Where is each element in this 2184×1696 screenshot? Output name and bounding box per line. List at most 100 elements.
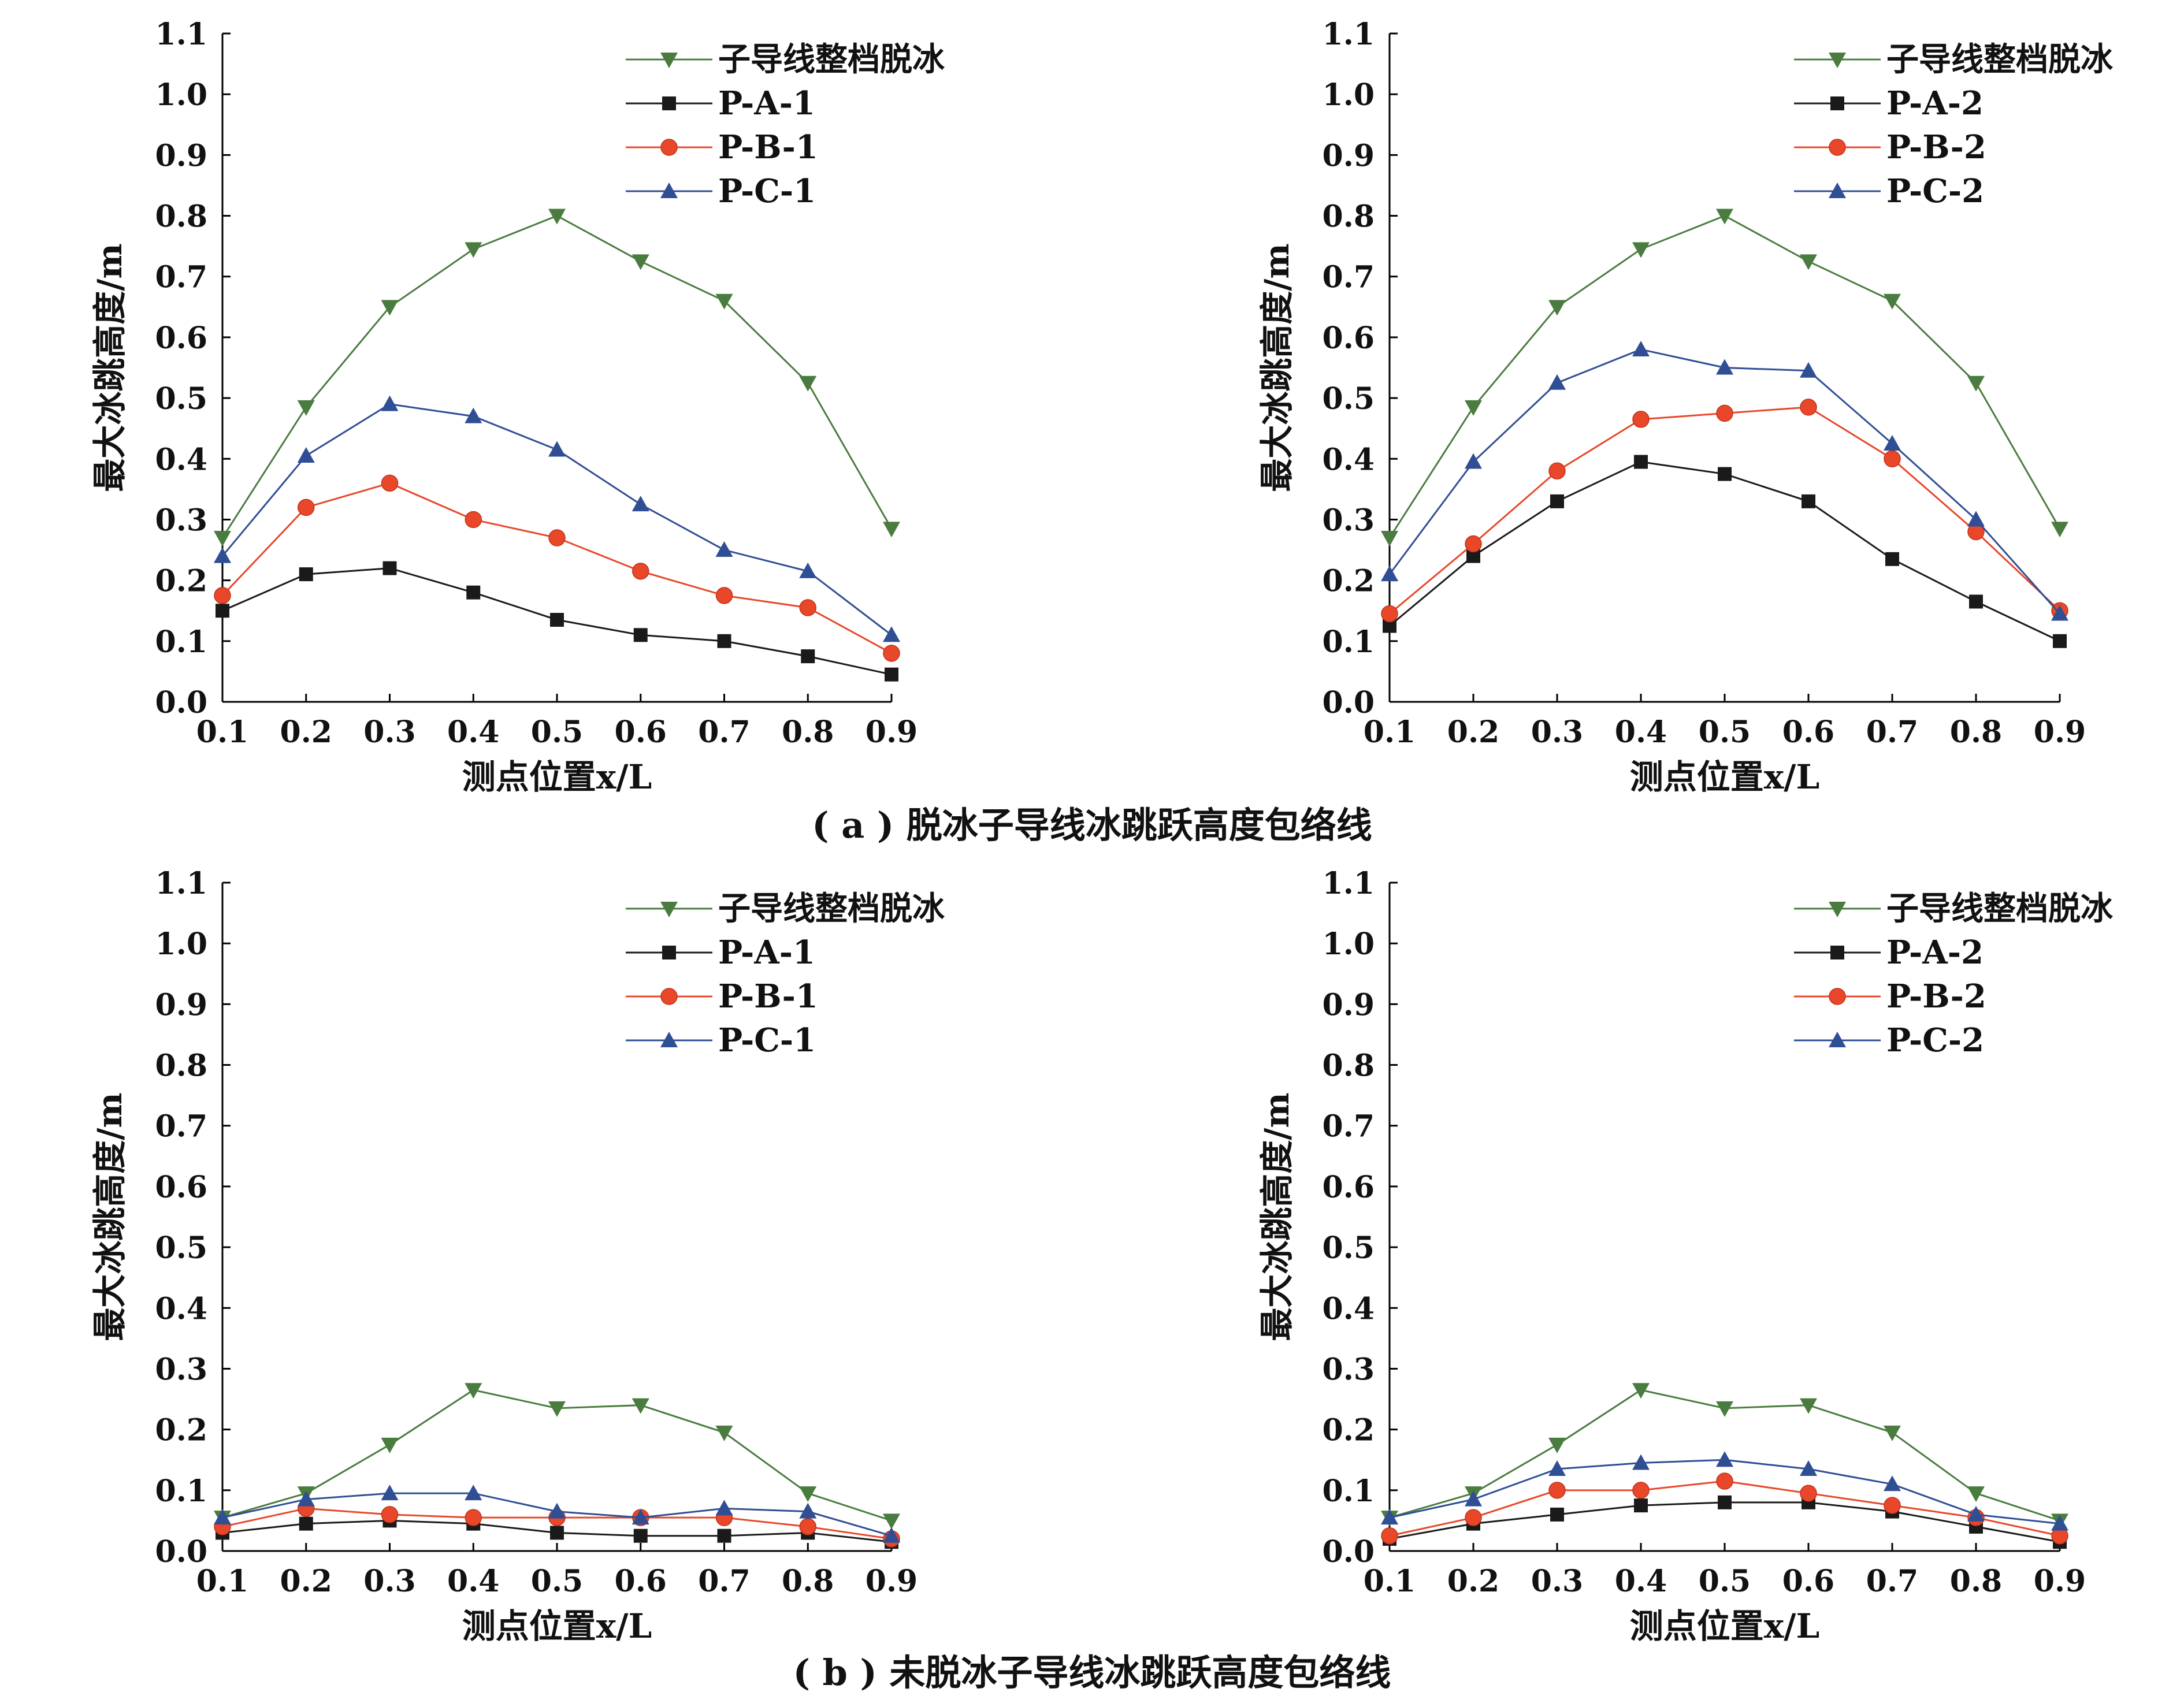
y-axis-label: 最大冰跳高度/m [1257,1092,1297,1341]
series-line-子导线整档脱冰 [1388,214,2061,538]
data-point-P-B-2 [1381,1527,1398,1545]
data-point-P-C-2 [1381,1509,1398,1525]
y-tick-label: 0.9 [155,987,207,1022]
legend-label: P-C-1 [718,172,816,210]
data-point-P-C-2 [1465,453,1482,469]
legend-label: 子导线整档脱冰 [1886,40,2114,79]
x-tick-label: 0.6 [1782,1564,1834,1599]
x-axis-label: 测点位置x/L [462,1606,652,1646]
data-point-P-C-2 [1967,511,1985,527]
x-tick-label: 0.8 [1950,1564,2002,1599]
x-tick-label: 0.2 [280,1564,332,1599]
x-tick-label: 0.2 [1447,1564,1499,1599]
y-tick-label: 0.7 [1323,1109,1375,1144]
x-tick-label: 0.3 [363,1564,415,1599]
data-point-P-B-2 [1716,1472,1733,1490]
data-point-P-A-1 [382,561,397,575]
x-tick-label: 0.2 [1447,715,1499,750]
data-point-P-C-1 [214,1509,231,1525]
x-tick-label: 0.1 [196,715,248,750]
legend-label: 子导线整档脱冰 [718,40,945,79]
data-point-子导线整档脱冰 [548,209,566,225]
data-point-P-B-1 [632,563,649,580]
x-tick-label: 0.7 [698,1564,750,1599]
x-axis-label: 测点位置x/L [1630,1606,1820,1646]
data-point-子导线整档脱冰 [883,522,900,538]
data-point-P-A-1 [550,613,564,627]
y-tick-label: 0.7 [155,1109,207,1144]
data-point-P-B-2 [1632,411,1650,428]
legend-label: P-B-2 [1886,128,1986,166]
data-point-P-C-1 [548,1502,566,1519]
x-tick-label: 0.4 [447,715,499,750]
data-point-P-A-1 [633,1528,648,1543]
data-point-P-A-2 [1634,1498,1648,1513]
y-tick-label: 0.1 [1323,624,1375,660]
data-point-子导线整档脱冰 [1548,300,1566,316]
data-point-P-B-2 [1800,399,1817,416]
series-line-P-C-2 [1388,348,2061,615]
data-point-P-A-1 [717,1528,731,1543]
data-point-P-C-1 [799,562,817,578]
data-point-P-C-1 [465,1485,482,1501]
y-tick-label: 1.1 [1323,17,1375,52]
x-tick-label: 0.1 [1364,1564,1416,1599]
data-point-P-B-2 [1465,535,1482,553]
data-point-P-A-2 [1969,594,1983,609]
legend-marker [660,139,678,156]
y-tick-label: 0.5 [155,1230,207,1266]
data-point-P-C-1 [465,407,482,423]
data-point-P-C-1 [715,1500,733,1516]
x-tick-label: 0.5 [1699,1564,1751,1599]
x-tick-label: 0.6 [1782,715,1834,750]
y-tick-label: 0.7 [155,260,207,295]
series-line-P-C-2 [1389,1459,2060,1525]
series-line-P-B-1 [221,482,892,654]
y-tick-label: 0.4 [155,442,207,477]
y-tick-label: 0.6 [1323,1170,1375,1205]
x-tick-label: 0.6 [615,715,667,750]
x-tick-label: 0.4 [1615,715,1667,750]
y-tick-label: 1.1 [1323,866,1375,901]
x-tick-label: 0.9 [866,715,918,750]
data-point-子导线整档脱冰 [465,242,482,258]
x-tick-label: 0.8 [782,1564,834,1599]
data-point-P-A-2 [2053,634,2067,648]
data-point-P-C-1 [632,1509,649,1525]
data-point-P-C-1 [381,395,399,411]
data-point-子导线整档脱冰 [632,1398,649,1414]
y-tick-label: 0.0 [1323,1534,1375,1569]
data-point-P-A-1 [466,585,481,600]
data-point-P-B-1 [799,1518,816,1535]
y-tick-label: 0.5 [1323,381,1375,416]
y-tick-label: 0.8 [155,199,207,235]
data-point-子导线整档脱冰 [1967,375,1985,392]
data-point-P-C-1 [297,447,315,463]
x-tick-label: 0.9 [2034,1564,2086,1599]
data-point-P-B-1 [715,587,733,604]
data-point-P-C-2 [1465,1490,1482,1507]
data-point-子导线整档脱冰 [1884,293,1901,310]
data-point-P-C-2 [1884,1475,1901,1492]
data-point-子导线整档脱冰 [1548,1437,1566,1453]
legend-marker [1829,139,1846,156]
data-point-P-B-2 [1381,605,1398,623]
data-point-子导线整档脱冰 [2051,522,2068,538]
data-point-子导线整档脱冰 [1884,1425,1901,1441]
data-point-P-A-2 [1802,494,1815,508]
x-tick-label: 0.8 [1950,715,2002,750]
y-tick-label: 1.0 [155,77,207,113]
x-axis-label: 测点位置x/L [462,757,652,797]
data-point-P-C-2 [2051,605,2068,621]
data-point-子导线整档脱冰 [1800,1398,1817,1414]
y-tick-label: 0.4 [155,1291,207,1326]
data-point-子导线整档脱冰 [214,531,231,547]
x-tick-label: 0.3 [1531,1564,1583,1599]
data-point-P-C-1 [214,547,231,563]
y-tick-label: 0.9 [155,138,207,173]
x-tick-label: 0.9 [2034,715,2086,750]
legend-marker [660,53,678,68]
y-axis-label: 最大冰跳高度/m [1257,243,1297,492]
data-point-子导线整档脱冰 [1381,531,1398,547]
y-tick-label: 0.0 [155,685,207,720]
